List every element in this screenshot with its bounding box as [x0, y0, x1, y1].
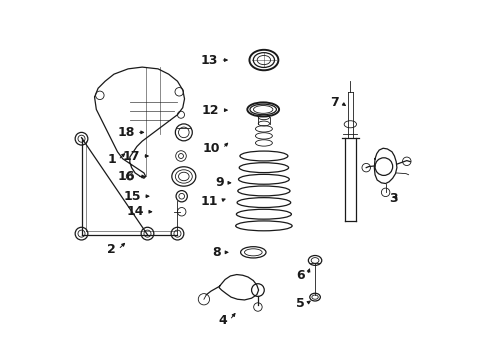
Text: 10: 10: [203, 142, 220, 155]
Text: 6: 6: [296, 269, 305, 282]
Text: 3: 3: [388, 192, 397, 205]
Text: 17: 17: [122, 149, 140, 162]
Text: 16: 16: [117, 170, 135, 183]
Text: 4: 4: [218, 314, 227, 327]
Text: 11: 11: [200, 195, 217, 208]
Text: 2: 2: [107, 243, 116, 256]
Text: 18: 18: [117, 126, 135, 139]
Text: 13: 13: [201, 54, 218, 67]
Text: 5: 5: [296, 297, 305, 310]
Text: 7: 7: [329, 96, 338, 109]
Text: 1: 1: [107, 153, 116, 166]
Text: 12: 12: [202, 104, 219, 117]
Text: 15: 15: [123, 190, 141, 203]
Text: 14: 14: [126, 205, 144, 218]
Text: 9: 9: [215, 176, 224, 189]
Text: 8: 8: [212, 246, 221, 259]
